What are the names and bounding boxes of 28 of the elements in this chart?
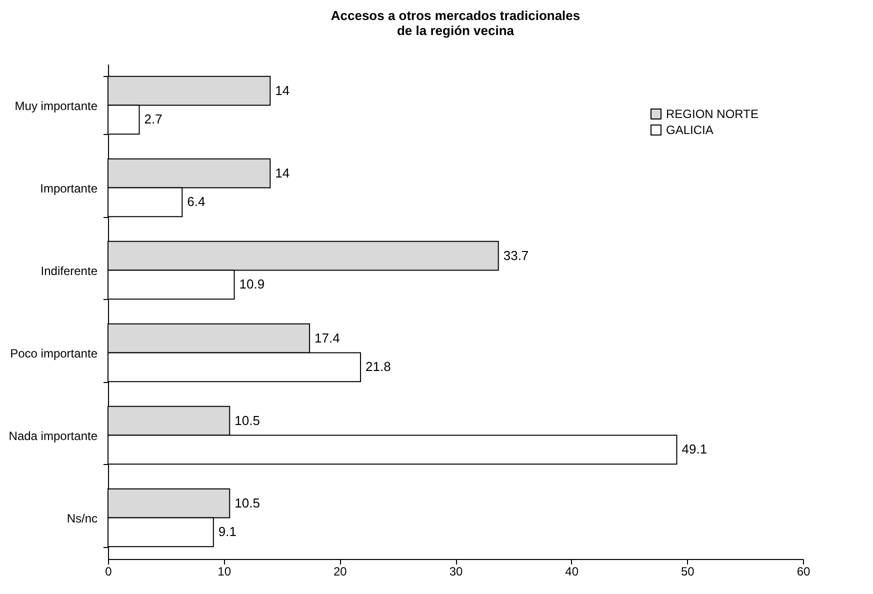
y-tick-label: Ns/nc bbox=[66, 511, 98, 526]
x-tick-label: 10 bbox=[218, 564, 232, 578]
data-label: 2.7 bbox=[144, 112, 162, 127]
y-tick-label: Muy importante bbox=[14, 98, 98, 113]
y-tick-label: Poco importante bbox=[10, 346, 98, 360]
legend-label: GALICIA bbox=[666, 123, 714, 137]
data-label: 14 bbox=[275, 165, 290, 180]
x-tick-label: 20 bbox=[333, 564, 348, 578]
data-label: 14 bbox=[275, 82, 290, 98]
data-label: 10.5 bbox=[234, 495, 260, 510]
chart-title: Accesos a otros mercados tradicionales de la región vecina bbox=[330, 8, 580, 38]
data-label: 49.1 bbox=[682, 442, 708, 457]
data-label: 21.8 bbox=[366, 359, 391, 374]
data-label: 10.5 bbox=[234, 412, 260, 428]
x-tick-label: 40 bbox=[565, 564, 579, 578]
y-tick-label: Indiferente bbox=[40, 264, 98, 278]
legend-label: REGION NORTE bbox=[666, 107, 758, 121]
y-tick-label: Nada importante bbox=[8, 428, 98, 443]
x-tick-label: 0 bbox=[105, 564, 112, 578]
y-tick-label: Importante bbox=[40, 181, 98, 196]
data-label: 6.4 bbox=[187, 194, 206, 210]
x-tick-label: 50 bbox=[680, 564, 695, 578]
x-tick-label: 60 bbox=[796, 564, 810, 578]
data-label: 33.7 bbox=[503, 248, 529, 263]
x-tick-label: 30 bbox=[449, 564, 463, 578]
data-label: 10.9 bbox=[239, 276, 265, 292]
data-label: 9.1 bbox=[218, 524, 236, 540]
data-label: 17.4 bbox=[314, 330, 340, 346]
